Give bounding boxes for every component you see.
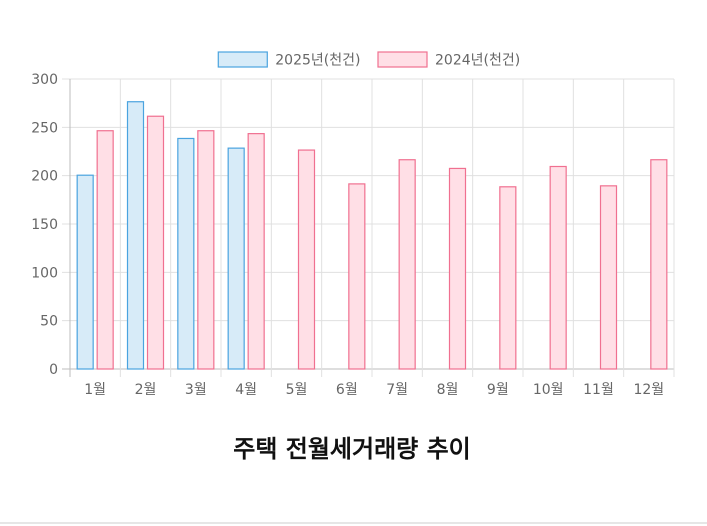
y-tick-label: 50	[40, 314, 58, 330]
legend[interactable]: 2025년(천건) 2024년(천건)	[217, 51, 520, 69]
x-tick-label: 6월	[336, 382, 358, 398]
bar-series-1-4월[interactable]	[247, 133, 265, 370]
bottom-divider	[0, 522, 707, 524]
legend-label: 2024년(천건)	[435, 53, 520, 69]
chart-title: 주택 전월세거래량 추이	[233, 435, 471, 463]
bar-series-1-9월[interactable]	[499, 186, 517, 370]
bar-series-1-12월[interactable]	[650, 159, 668, 370]
y-tick-label: 0	[49, 362, 58, 378]
y-tick-label: 150	[31, 217, 58, 233]
bar-series-0-3월[interactable]	[177, 137, 195, 370]
bar-series-1-1월[interactable]	[96, 130, 114, 370]
x-tick-label: 7월	[386, 382, 408, 398]
bar-series-1-10월[interactable]	[549, 165, 567, 370]
y-tick-label: 250	[31, 120, 58, 136]
x-tick-label: 9월	[487, 382, 509, 398]
x-tick-label: 5월	[286, 382, 308, 398]
bar-series-1-3월[interactable]	[197, 130, 215, 370]
x-tick-label: 1월	[84, 382, 106, 398]
bar-series-0-1월[interactable]	[76, 174, 94, 370]
bar-series-1-8월[interactable]	[448, 167, 467, 370]
axis-layer: 0 50 100 150 200 250 300 1월 2월 3월 4월 5월 6월 7월 8월 9월 10월 1…	[31, 72, 664, 398]
y-tick-label: 300	[31, 72, 58, 88]
x-tick-label: 8월	[437, 382, 459, 398]
legend-swatch	[217, 51, 268, 68]
bar-series-1-7월[interactable]	[398, 159, 416, 370]
x-tick-label: 11월	[583, 382, 614, 398]
legend-label: 2025년(천건)	[275, 53, 360, 69]
x-tick-label: 3월	[185, 382, 207, 398]
y-tick-label: 100	[31, 265, 58, 281]
bar-series-1-2월[interactable]	[146, 115, 165, 370]
x-tick-label: 12월	[633, 382, 664, 398]
bar-series-0-2월[interactable]	[126, 101, 145, 370]
x-tick-label: 10월	[533, 382, 564, 398]
legend-item-0[interactable]: 2025년(천건)	[217, 51, 360, 69]
bar-series-1-6월[interactable]	[348, 183, 366, 370]
y-tick-label: 200	[31, 169, 58, 185]
bar-series-0-4월[interactable]	[227, 147, 245, 370]
legend-item-1[interactable]: 2024년(천건)	[377, 51, 520, 69]
x-tick-label: 2월	[135, 382, 157, 398]
x-tick-label: 4월	[235, 382, 257, 398]
bar-series-1-11월[interactable]	[599, 185, 618, 370]
legend-swatch	[377, 51, 428, 68]
bar-series-1-5월[interactable]	[297, 149, 316, 370]
bars-layer	[76, 101, 668, 370]
